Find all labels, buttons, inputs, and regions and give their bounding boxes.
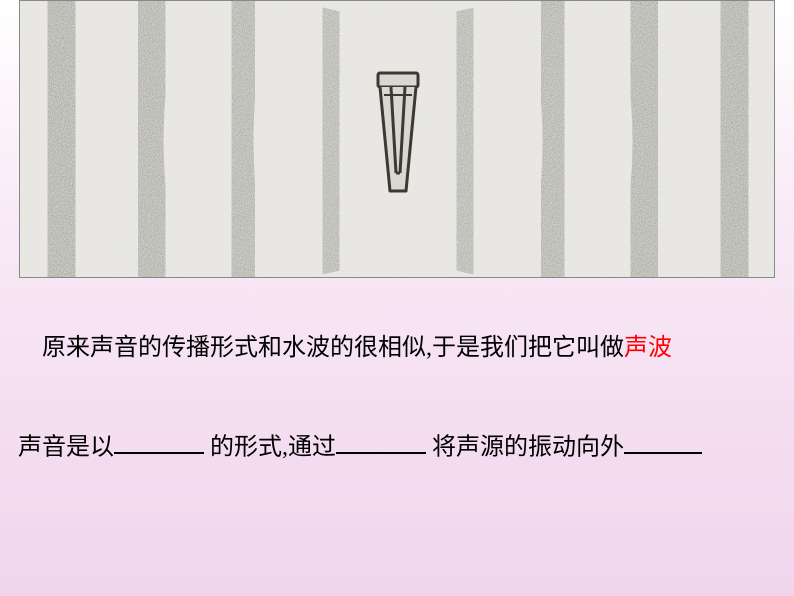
caption-prefix: 原来声音的传播形式和水波的很相似,于是我们把它叫做 bbox=[42, 335, 624, 361]
caption-highlight: 声波 bbox=[624, 335, 672, 361]
blank-1[interactable] bbox=[114, 428, 204, 454]
fill-blank-line: 声音是以 的形式,通过 将声源的振动向外 bbox=[18, 428, 702, 465]
blank-3[interactable] bbox=[624, 428, 702, 454]
fb-text-1: 声音是以 bbox=[18, 434, 114, 460]
fb-text-2: 的形式,通过 bbox=[204, 434, 336, 460]
blank-2[interactable] bbox=[336, 428, 426, 454]
caption-line-1: 原来声音的传播形式和水波的很相似,于是我们把它叫做声波 bbox=[42, 330, 672, 366]
fb-text-3: 将声源的振动向外 bbox=[426, 434, 624, 460]
sound-wave-diagram bbox=[19, 0, 775, 278]
